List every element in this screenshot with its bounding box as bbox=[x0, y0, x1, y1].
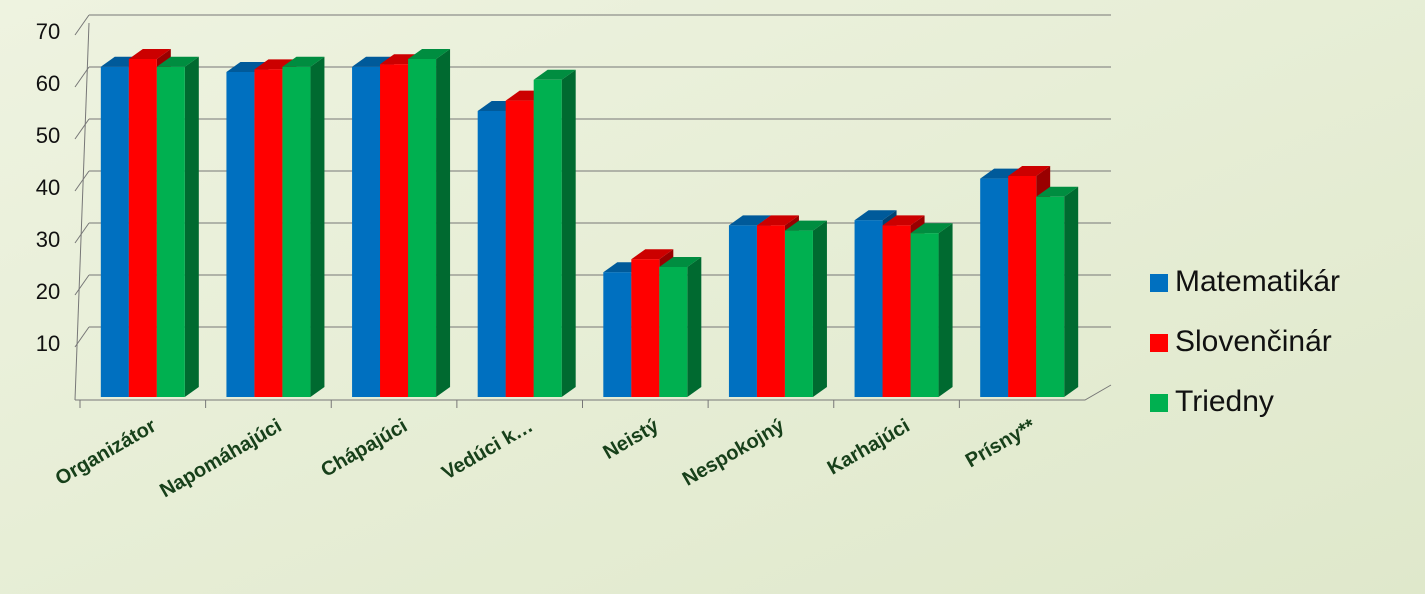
bar bbox=[980, 178, 1009, 397]
y-tick-label: 10 bbox=[36, 331, 60, 356]
y-tick-label: 40 bbox=[36, 175, 60, 200]
bar-side bbox=[938, 223, 953, 397]
bar-top bbox=[533, 69, 576, 80]
bar bbox=[533, 79, 562, 398]
bar-side bbox=[310, 56, 325, 398]
bar bbox=[128, 59, 157, 397]
bar-top bbox=[882, 215, 925, 226]
grid-line bbox=[74, 66, 90, 88]
bar-side bbox=[1064, 186, 1079, 397]
bar bbox=[1036, 196, 1065, 397]
legend-label: Slovenčinár bbox=[1175, 325, 1332, 358]
grid-line bbox=[74, 222, 90, 244]
grid-line bbox=[74, 14, 90, 36]
bar-side bbox=[436, 49, 451, 397]
bar-top bbox=[1036, 186, 1079, 197]
grid-line bbox=[74, 274, 90, 296]
legend-label: Triedny bbox=[1175, 385, 1274, 418]
y-tick-label: 50 bbox=[36, 123, 60, 148]
floor bbox=[75, 384, 1112, 401]
bar-top bbox=[631, 249, 674, 260]
bar-top bbox=[282, 56, 325, 67]
bar bbox=[910, 233, 939, 397]
bar bbox=[659, 267, 688, 397]
bar-top bbox=[128, 49, 171, 59]
bar-side bbox=[184, 56, 199, 398]
legend-swatch bbox=[1150, 274, 1168, 292]
bar bbox=[352, 66, 381, 398]
bar bbox=[728, 225, 757, 397]
y-tick-label: 20 bbox=[36, 279, 60, 304]
bar bbox=[156, 66, 185, 398]
bar bbox=[226, 72, 255, 397]
bar-top bbox=[408, 49, 451, 59]
bar-top bbox=[756, 215, 799, 226]
bar bbox=[505, 100, 534, 397]
legend-swatch bbox=[1150, 394, 1168, 412]
bar-top bbox=[1008, 166, 1051, 176]
legend-swatch bbox=[1150, 334, 1168, 352]
bar bbox=[784, 230, 813, 397]
bar bbox=[380, 64, 409, 397]
bar bbox=[603, 272, 632, 397]
y-tick-label: 30 bbox=[36, 227, 60, 252]
bar-top bbox=[854, 210, 897, 221]
bar bbox=[1008, 176, 1037, 397]
bar bbox=[100, 66, 129, 398]
bar-side bbox=[812, 220, 827, 397]
y-tick-label: 60 bbox=[36, 71, 60, 96]
bar bbox=[282, 66, 311, 398]
bar bbox=[756, 225, 785, 397]
bar-top bbox=[156, 56, 199, 67]
bar bbox=[631, 259, 660, 397]
bar-side bbox=[687, 257, 702, 397]
bar-top bbox=[352, 56, 395, 67]
axis-line bbox=[74, 22, 90, 401]
bar-top bbox=[910, 223, 953, 234]
bar bbox=[254, 69, 283, 398]
y-tick-label: 70 bbox=[36, 19, 60, 44]
bar-side bbox=[561, 69, 576, 398]
bar bbox=[882, 225, 911, 397]
bar bbox=[477, 111, 506, 397]
bar bbox=[408, 59, 437, 397]
bar-top bbox=[659, 257, 702, 267]
grid-line bbox=[74, 118, 90, 140]
bar bbox=[854, 220, 883, 397]
grid-line bbox=[74, 170, 90, 192]
bar-top bbox=[784, 220, 827, 231]
legend-label: Matematikár bbox=[1175, 265, 1340, 298]
grid-line bbox=[74, 326, 90, 348]
